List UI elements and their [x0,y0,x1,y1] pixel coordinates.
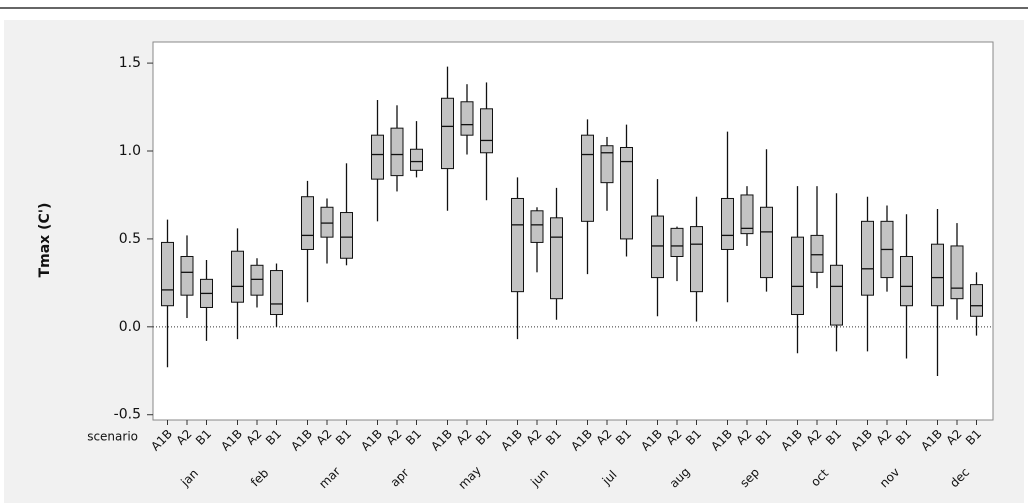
box [441,97,454,170]
box [600,145,614,184]
box [301,196,314,250]
y-axis-label: Tmax (C') [37,203,53,278]
box [970,284,983,317]
box [231,250,244,303]
box [690,226,703,293]
y-tick-label: 0.5 [119,231,141,247]
box [320,206,334,238]
box [550,217,563,300]
box [390,127,404,177]
box [791,236,804,316]
box [670,227,684,257]
box [861,220,874,296]
box [460,101,474,136]
box [830,264,843,326]
box [511,197,524,293]
box [340,212,353,259]
box [161,241,174,307]
y-tick-label: 1.0 [119,143,141,159]
box [950,245,964,300]
box [250,264,264,296]
y-tick-label: 0.0 [119,319,141,335]
y-tick-label: 1.5 [119,55,141,71]
box [270,270,283,316]
box [371,134,384,180]
box [581,134,594,222]
plot-area [152,41,994,421]
box [530,210,544,243]
box [760,206,773,279]
box [900,255,913,307]
scenario-row-label: scenario [87,430,138,444]
box [620,146,633,240]
y-tick-label: -0.5 [114,407,141,423]
box [410,148,423,171]
box [651,215,664,279]
box [810,234,824,273]
box [931,243,944,307]
box [480,108,493,154]
box [740,194,754,235]
box [721,197,734,250]
box [180,255,194,296]
